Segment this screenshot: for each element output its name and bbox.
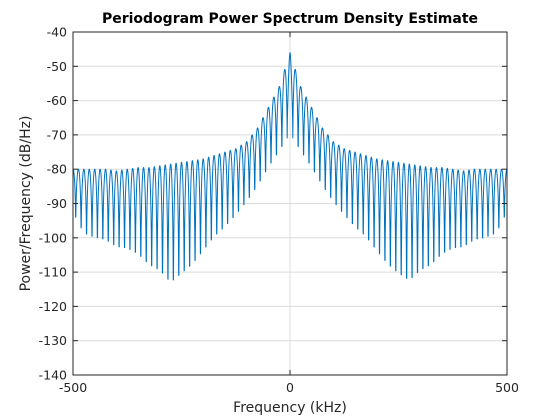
x-axis-label: Frequency (kHz): [233, 400, 347, 416]
ticks-layer: -40 -50 -60 -70 -80 -90 -100 -110 -120 -130 -140-5…: [39, 25, 519, 396]
x-tick-label: -500: [59, 380, 87, 395]
chart-title: Periodogram Power Spectrum Density Estim…: [102, 11, 478, 27]
y-tick-label: -120: [39, 299, 67, 314]
y-tick-label: -100: [39, 230, 67, 245]
y-tick-label: -110: [39, 265, 67, 280]
y-tick-label: -40: [47, 25, 67, 40]
y-axis-label: Power/Frequency (dB/Hz): [18, 116, 34, 292]
psd-series-line: [72, 52, 508, 281]
y-tick-label: -90: [47, 196, 67, 211]
grid-layer: [72, 31, 508, 376]
y-tick-label: -70: [47, 127, 67, 142]
x-tick-label: 500: [495, 380, 519, 395]
y-tick-label: -50: [47, 59, 67, 74]
x-tick-label: 0: [286, 380, 294, 395]
y-tick-label: -140: [39, 368, 67, 383]
y-tick-label: -80: [47, 162, 67, 177]
y-tick-label: -60: [47, 93, 67, 108]
y-tick-label: -130: [39, 333, 67, 348]
